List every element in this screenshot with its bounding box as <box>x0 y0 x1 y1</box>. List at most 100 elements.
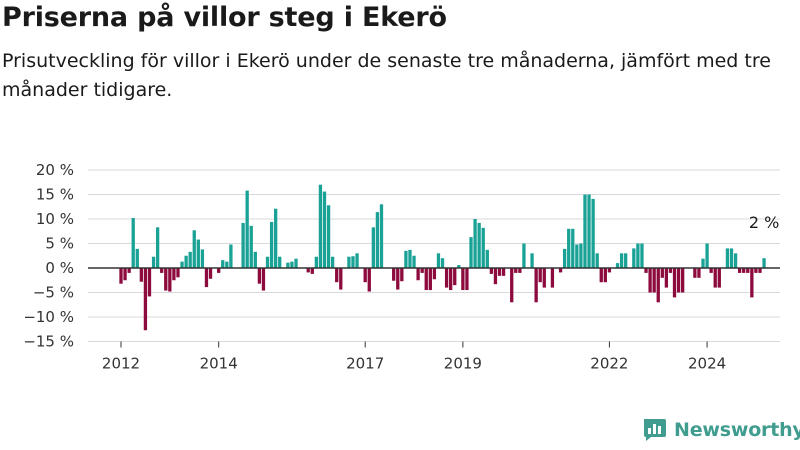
bar <box>127 268 131 273</box>
bar <box>119 268 123 284</box>
bar <box>705 243 709 268</box>
bar <box>754 268 758 273</box>
bar <box>306 268 310 273</box>
bar <box>664 268 669 288</box>
bar <box>147 268 152 297</box>
bar <box>656 268 660 303</box>
bar <box>139 268 143 282</box>
bar <box>501 268 506 276</box>
bar <box>567 228 571 268</box>
bar <box>347 256 351 268</box>
bar <box>648 268 652 293</box>
bar <box>151 256 156 268</box>
bar <box>339 268 343 290</box>
bar <box>261 268 266 291</box>
bar <box>481 227 485 268</box>
bar <box>518 268 522 273</box>
bar <box>229 244 233 268</box>
bar <box>644 268 648 273</box>
bar <box>196 239 200 268</box>
bar <box>746 268 750 273</box>
bar <box>318 184 323 268</box>
bar <box>180 261 184 268</box>
bar <box>489 268 494 274</box>
bar <box>624 253 628 268</box>
bar <box>497 268 502 276</box>
bar <box>457 265 461 268</box>
bar <box>371 227 375 268</box>
bar <box>432 268 437 280</box>
bar <box>217 268 221 273</box>
bar <box>449 268 453 291</box>
bar <box>164 268 168 291</box>
y-tick-label: 15 % <box>36 186 74 204</box>
bar <box>742 268 746 273</box>
bar <box>473 219 477 268</box>
bar <box>404 250 408 268</box>
x-tick-label: 2022 <box>590 355 628 373</box>
bar <box>396 268 400 290</box>
bar <box>184 255 188 268</box>
bar <box>725 248 730 268</box>
bar <box>713 268 717 288</box>
x-tick-label: 2014 <box>200 355 238 373</box>
bar <box>733 253 738 268</box>
bar <box>530 253 534 268</box>
bar <box>697 268 701 278</box>
bar <box>204 268 209 288</box>
y-tick-label: 0 % <box>45 259 74 277</box>
bar <box>322 191 327 268</box>
bar <box>652 268 656 293</box>
bar <box>160 268 164 273</box>
bar <box>542 268 546 288</box>
chart-subtitle: Prisutveckling för villor i Ekerö under … <box>2 50 771 101</box>
y-tick-label: 5 % <box>45 235 74 253</box>
bar <box>595 253 599 268</box>
y-tick-label: −15 % <box>23 333 74 351</box>
bar <box>155 227 160 268</box>
bar <box>619 253 624 268</box>
bar <box>123 268 127 281</box>
bar <box>583 194 587 268</box>
bar <box>221 260 225 268</box>
bar <box>550 268 555 288</box>
bar <box>392 268 396 281</box>
bar <box>444 268 449 288</box>
last-value-annotation: 2 % <box>749 213 779 232</box>
y-tick-label: −10 % <box>23 308 74 326</box>
bar <box>440 258 445 268</box>
bar <box>709 268 713 273</box>
y-tick-label: 20 % <box>36 161 74 179</box>
bar <box>514 268 518 273</box>
bar <box>192 230 196 268</box>
bar <box>367 268 371 292</box>
x-tick-label: 2019 <box>444 355 482 373</box>
bar <box>408 249 412 268</box>
bar <box>168 268 172 292</box>
bar <box>762 258 766 268</box>
newsworthy-logo: Newsworthy <box>642 418 800 442</box>
bar <box>636 243 640 268</box>
bar <box>558 268 563 273</box>
bar <box>241 222 245 268</box>
chart-title: Priserna på villor steg i Ekerö <box>2 2 447 33</box>
bar <box>469 237 473 268</box>
bar <box>172 268 176 281</box>
bar <box>420 268 424 273</box>
bar <box>286 262 290 268</box>
bar <box>363 268 367 283</box>
bar <box>335 268 339 283</box>
bar <box>131 218 135 268</box>
bar <box>640 243 644 268</box>
bar <box>465 268 469 291</box>
bar <box>428 268 432 291</box>
bar <box>522 243 526 268</box>
bar <box>355 253 359 268</box>
bar <box>676 268 681 293</box>
bar <box>632 248 636 268</box>
bar <box>436 253 441 268</box>
bar <box>274 208 278 268</box>
bar <box>269 221 274 268</box>
bar <box>477 222 481 268</box>
